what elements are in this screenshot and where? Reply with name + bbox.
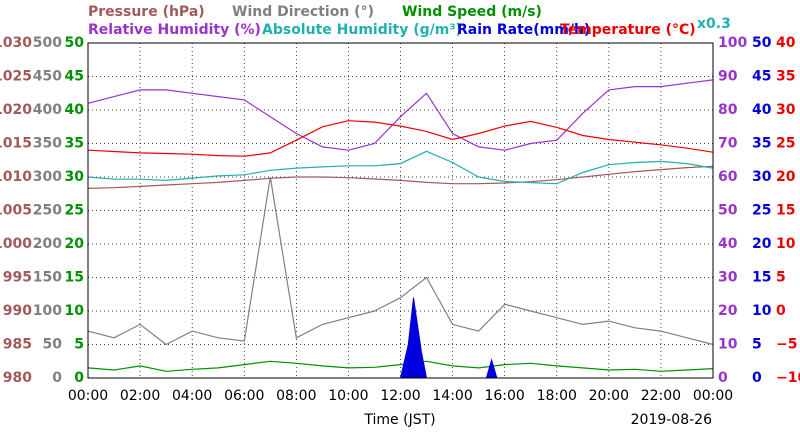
y-tick-label: 1025 <box>0 69 32 85</box>
legend-entry: Absolute Humidity (g/m³) <box>262 22 462 38</box>
x-tick-label: 00:00 <box>693 388 733 404</box>
y-tick-label: 500 <box>33 35 62 51</box>
y-tick-label: 25 <box>776 136 795 152</box>
y-tick-label: 20 <box>718 303 738 319</box>
y-tick-label: 0 <box>74 370 84 386</box>
x-tick-label: 00:00 <box>68 388 108 404</box>
line <box>87 79 714 151</box>
y-tick-label: 20 <box>752 236 772 252</box>
y-tick-label: 0 <box>52 370 62 386</box>
x-tick-label: 22:00 <box>641 388 681 404</box>
y-tick-label: 200 <box>33 236 62 252</box>
y-tick-label: 5 <box>776 270 786 286</box>
y-tick-label: 985 <box>3 337 32 353</box>
y-tick-label: 90 <box>718 69 738 85</box>
y-tick-label: 10 <box>65 303 85 319</box>
y-tick-label: 70 <box>718 136 738 152</box>
y-tick-label: 100 <box>33 303 62 319</box>
y-tick-label: 350 <box>33 136 62 152</box>
x-tick-label: 02:00 <box>120 388 160 404</box>
legend-entry: Pressure (hPa) <box>88 4 205 20</box>
legend-entry: Temperature (°C) <box>560 22 696 38</box>
y-tick-label: 1005 <box>0 203 32 219</box>
y-tick-label: 80 <box>718 102 738 118</box>
x-tick-label: 16:00 <box>484 388 524 404</box>
y-tick-label: 25 <box>752 203 771 219</box>
y-tick-label: 60 <box>718 169 738 185</box>
y-tick-label: 50 <box>752 35 772 51</box>
y-tick-label: 995 <box>3 270 32 286</box>
y-tick-label: 20 <box>65 236 85 252</box>
y-tick-label: 50 <box>65 35 85 51</box>
y-tick-label: 15 <box>752 270 771 286</box>
y-tick-label: 1010 <box>0 169 32 185</box>
y-tick-label: 1030 <box>0 35 32 51</box>
x-tick-label: 14:00 <box>432 388 472 404</box>
y-tick-label: 300 <box>33 169 62 185</box>
y-tick-label: 450 <box>33 69 62 85</box>
y-tick-label: 0 <box>718 370 728 386</box>
y-tick-label: 50 <box>718 203 738 219</box>
y-tick-label: 30 <box>65 169 85 185</box>
y-tick-label: 40 <box>776 35 796 51</box>
scale-label: x0.3 <box>697 16 731 32</box>
y-tick-label: 40 <box>752 102 772 118</box>
line <box>87 150 714 185</box>
y-tick-label: 20 <box>776 169 796 185</box>
line <box>87 165 714 189</box>
legend-entry: Relative Humidity (%) <box>88 22 261 38</box>
y-tick-label: 30 <box>776 102 796 118</box>
y-tick-label: 100 <box>718 35 747 51</box>
line <box>87 176 714 346</box>
y-tick-label: 0 <box>752 370 762 386</box>
line <box>87 120 714 157</box>
y-tick-label: 400 <box>33 102 62 118</box>
y-tick-label: 5 <box>752 337 762 353</box>
y-tick-label: 250 <box>33 203 62 219</box>
y-tick-label: 980 <box>3 370 32 386</box>
y-tick-label: 35 <box>776 69 795 85</box>
y-tick-label: 990 <box>3 303 32 319</box>
legend-entry: Rain Rate(mm/h) <box>457 22 590 38</box>
line <box>87 360 714 372</box>
y-tick-label: 25 <box>65 203 84 219</box>
x-tick-label: 12:00 <box>380 388 420 404</box>
x-tick-label: 18:00 <box>537 388 577 404</box>
x-tick-label: 08:00 <box>276 388 316 404</box>
x-tick-label: 04:00 <box>172 388 212 404</box>
y-tick-label: 10 <box>776 236 796 252</box>
y-tick-label: 10 <box>752 303 772 319</box>
y-tick-label: 15 <box>776 203 795 219</box>
y-tick-label: −5 <box>776 337 797 353</box>
y-tick-label: 150 <box>33 270 62 286</box>
y-tick-label: 10 <box>718 337 738 353</box>
y-tick-label: 35 <box>752 136 771 152</box>
x-tick-label: 20:00 <box>589 388 629 404</box>
y-tick-label: 40 <box>718 236 738 252</box>
y-tick-label: 0 <box>776 303 786 319</box>
x-tick-label: 10:00 <box>328 388 368 404</box>
y-tick-label: 30 <box>752 169 772 185</box>
y-tick-label: −10 <box>776 370 800 386</box>
y-tick-label: 30 <box>718 270 738 286</box>
y-tick-label: 50 <box>43 337 63 353</box>
y-tick-label: 35 <box>65 136 84 152</box>
y-tick-label: 40 <box>65 102 85 118</box>
legend-entry: Wind Direction (°) <box>232 4 374 20</box>
y-tick-label: 5 <box>74 337 84 353</box>
plot-frame <box>87 42 714 379</box>
y-tick-label: 45 <box>752 69 771 85</box>
x-tick-label: 06:00 <box>224 388 264 404</box>
x-axis-label: Time (JST) <box>363 412 435 428</box>
y-tick-label: 45 <box>65 69 84 85</box>
y-tick-label: 15 <box>65 270 84 286</box>
date-label: 2019-08-26 <box>631 412 712 428</box>
legend-entry: Wind Speed (m/s) <box>402 4 542 20</box>
